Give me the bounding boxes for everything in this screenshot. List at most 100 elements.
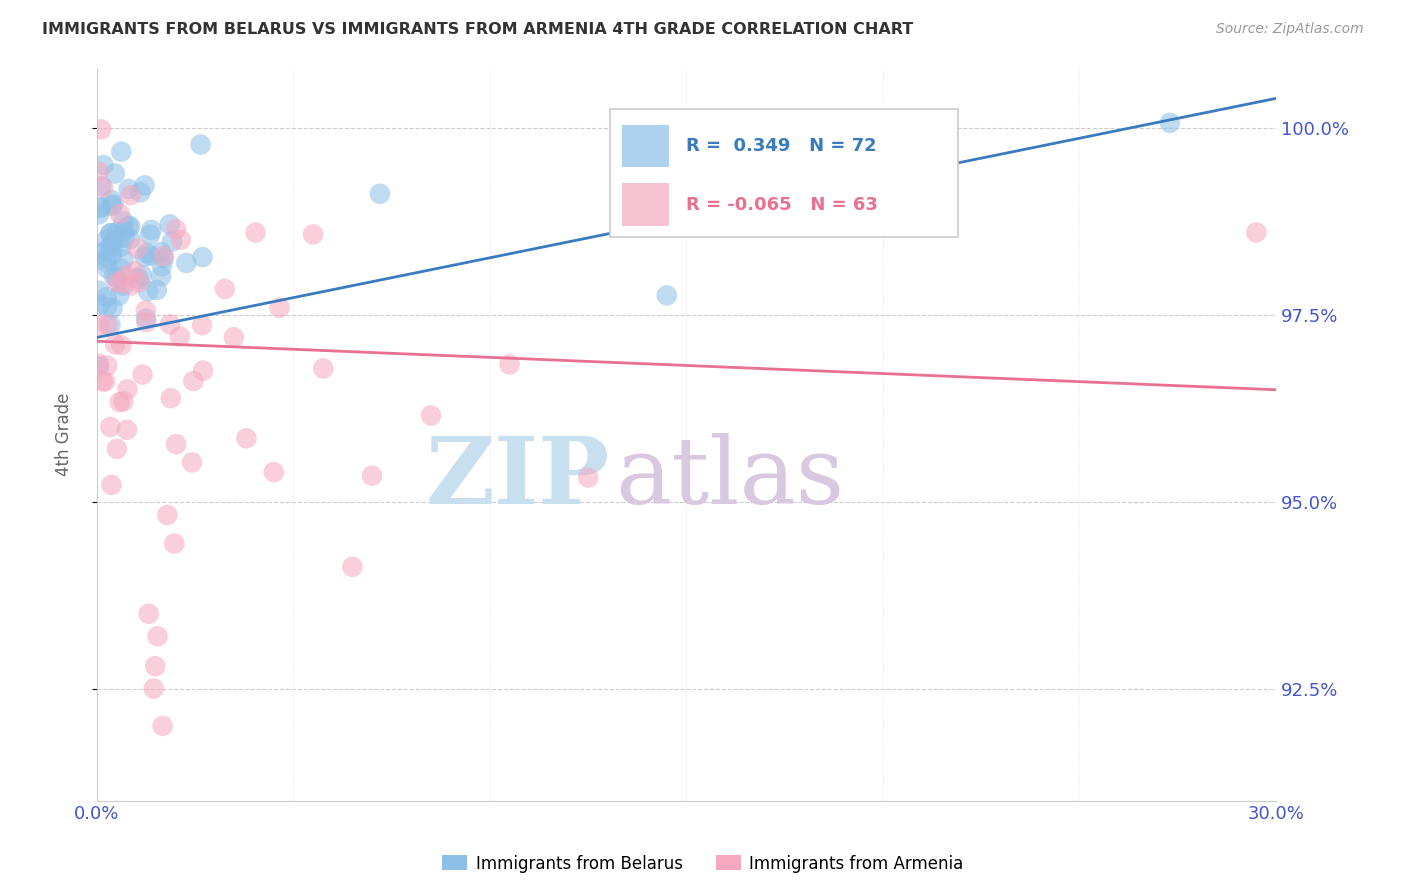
Point <box>112 394 135 409</box>
Point <box>191 318 214 332</box>
Point <box>91 180 114 194</box>
Point <box>87 164 110 178</box>
Point <box>89 298 111 312</box>
Point <box>98 420 121 434</box>
Point <box>110 240 132 254</box>
Text: ZIP: ZIP <box>426 434 610 524</box>
Point <box>312 361 335 376</box>
Point <box>96 232 118 246</box>
Point <box>135 315 157 329</box>
Point <box>146 629 169 643</box>
Point <box>100 318 122 332</box>
Point <box>655 288 678 302</box>
Point <box>128 275 150 289</box>
Point <box>100 226 122 240</box>
Point <box>96 359 118 373</box>
Point <box>165 437 187 451</box>
Point <box>87 359 110 374</box>
Point <box>136 284 159 298</box>
Point <box>96 318 118 332</box>
Point <box>342 559 364 574</box>
Point <box>89 200 111 214</box>
Point <box>91 375 114 389</box>
Point <box>139 248 162 262</box>
Text: atlas: atlas <box>616 434 845 524</box>
Point <box>115 268 138 283</box>
Point <box>152 719 174 733</box>
Point <box>87 318 110 333</box>
Point <box>420 409 443 423</box>
Point <box>156 508 179 522</box>
Point <box>87 284 110 298</box>
Point <box>124 264 146 278</box>
Point <box>117 219 139 234</box>
Point <box>191 364 214 378</box>
Point <box>96 290 118 304</box>
Point <box>498 358 520 372</box>
Point <box>127 242 149 256</box>
Text: Source: ZipAtlas.com: Source: ZipAtlas.com <box>1216 22 1364 37</box>
Point <box>96 261 118 276</box>
Point <box>150 245 173 260</box>
Point <box>101 248 124 262</box>
Point <box>152 249 174 263</box>
Point <box>112 252 135 267</box>
Point <box>134 250 156 264</box>
Point <box>150 269 173 284</box>
Point <box>96 300 118 314</box>
Point <box>174 256 197 270</box>
Point <box>368 186 391 201</box>
Point <box>93 158 115 172</box>
Point <box>108 207 131 221</box>
Legend: Immigrants from Belarus, Immigrants from Armenia: Immigrants from Belarus, Immigrants from… <box>436 848 970 880</box>
Point <box>1159 116 1181 130</box>
Point <box>120 219 142 234</box>
Point <box>90 122 112 136</box>
Point <box>169 329 191 343</box>
Point <box>100 227 122 241</box>
Point <box>138 607 160 621</box>
Point <box>263 465 285 479</box>
Point <box>87 207 110 221</box>
Point <box>302 227 325 242</box>
Point <box>112 278 135 293</box>
Point <box>108 395 131 409</box>
Point <box>112 223 135 237</box>
Point <box>159 391 181 405</box>
Point <box>90 201 112 215</box>
Point <box>108 288 131 302</box>
Point <box>135 311 157 326</box>
Point <box>165 222 187 236</box>
Point <box>361 468 384 483</box>
Point <box>96 252 118 266</box>
Text: R = -0.065   N = 63: R = -0.065 N = 63 <box>686 195 879 214</box>
Point <box>110 338 132 352</box>
FancyBboxPatch shape <box>621 184 669 226</box>
Point <box>159 318 181 332</box>
Point <box>141 223 163 237</box>
Point <box>131 368 153 382</box>
Point <box>135 246 157 260</box>
Point <box>214 282 236 296</box>
Point <box>112 214 135 228</box>
Point <box>105 271 128 285</box>
Point <box>143 659 166 673</box>
Point <box>110 261 132 276</box>
Point <box>644 169 666 184</box>
Point <box>146 283 169 297</box>
Point <box>150 259 173 273</box>
Point <box>94 375 117 389</box>
Point <box>87 246 110 260</box>
Point <box>190 137 212 152</box>
Point <box>1246 226 1268 240</box>
Point <box>111 276 134 290</box>
Point <box>101 235 124 249</box>
Point <box>100 238 122 252</box>
Point <box>105 442 128 456</box>
Point <box>135 303 157 318</box>
Point <box>90 179 112 194</box>
Point <box>134 178 156 193</box>
Point <box>142 681 165 696</box>
Point <box>139 227 162 242</box>
Point <box>114 230 136 244</box>
